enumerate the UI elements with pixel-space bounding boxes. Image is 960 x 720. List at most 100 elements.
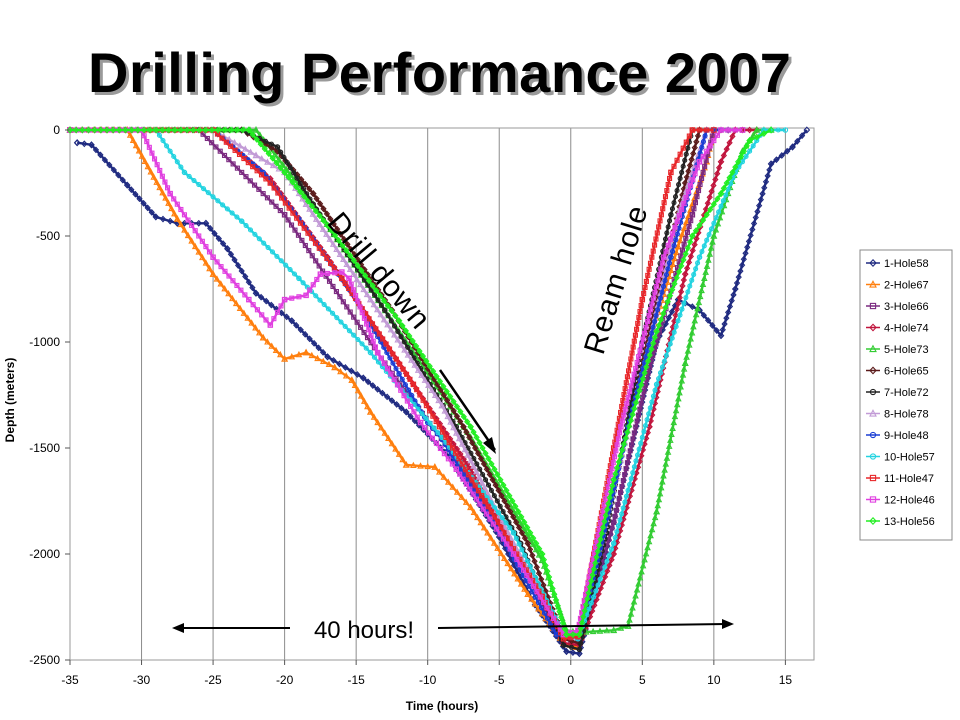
data-point <box>181 169 188 176</box>
data-point-marker <box>222 268 228 274</box>
data-point-marker <box>676 294 683 302</box>
series-line <box>70 128 714 640</box>
data-point-marker <box>247 178 253 184</box>
data-point <box>66 126 74 134</box>
data-point-marker <box>709 322 716 329</box>
data-point-marker <box>593 588 599 594</box>
legend-item-4-Hole74: 4-Hole74 <box>866 323 929 335</box>
data-point <box>210 254 216 260</box>
data-point-marker <box>358 267 365 275</box>
data-point-marker <box>384 350 390 356</box>
legend-label: 11-Hole47 <box>884 473 934 485</box>
data-point <box>731 285 739 293</box>
data-point-marker <box>665 314 673 322</box>
data-point-marker <box>603 506 611 513</box>
data-point <box>661 254 667 260</box>
data-point-marker <box>479 444 486 452</box>
data-point-marker <box>474 513 481 521</box>
data-point-marker <box>660 206 666 212</box>
series-layer <box>66 126 811 658</box>
data-point-marker <box>650 339 657 347</box>
data-point-marker <box>668 430 675 437</box>
data-point-marker <box>653 313 659 319</box>
data-point-marker <box>507 525 513 531</box>
data-point-marker <box>263 176 269 182</box>
data-point-marker <box>263 297 270 305</box>
data-point-marker <box>302 242 308 249</box>
data-point-marker <box>73 126 80 134</box>
data-point-marker <box>634 418 640 424</box>
data-point-marker <box>435 396 442 404</box>
data-point-marker <box>720 198 726 204</box>
data-point-marker <box>174 201 180 207</box>
legend-label: 9-Hole48 <box>884 430 929 442</box>
data-point-marker <box>535 599 541 605</box>
data-point-marker <box>646 266 652 272</box>
data-point-marker <box>485 503 491 509</box>
data-point-marker <box>417 392 423 398</box>
data-point-marker <box>766 166 773 174</box>
data-point-marker <box>688 218 694 224</box>
data-point-marker <box>390 360 396 366</box>
data-point-marker <box>644 348 650 354</box>
series-11-Hole47 <box>67 127 717 642</box>
data-point-marker <box>670 230 676 236</box>
data-point-marker <box>265 245 271 251</box>
x-tick-label: -25 <box>204 673 222 687</box>
data-point-marker <box>688 329 696 336</box>
data-point-marker <box>347 245 355 253</box>
data-point-marker <box>245 160 251 166</box>
data-point-marker <box>453 488 461 495</box>
data-point <box>767 126 775 134</box>
data-point-marker <box>511 570 518 577</box>
data-point-marker <box>681 241 687 247</box>
data-point-marker <box>466 433 473 441</box>
data-point-marker <box>678 377 686 384</box>
data-point <box>668 254 674 260</box>
data-point-marker <box>500 536 506 542</box>
data-point-marker <box>636 354 642 360</box>
data-point-marker <box>425 381 432 388</box>
data-point <box>576 630 583 639</box>
data-point-marker <box>388 371 394 377</box>
data-point-marker <box>287 267 293 273</box>
data-point-marker <box>503 486 510 494</box>
data-point-marker <box>239 126 246 134</box>
data-point <box>746 136 753 145</box>
data-point-marker <box>678 230 686 238</box>
data-point <box>618 424 624 430</box>
data-point-marker <box>435 430 441 436</box>
data-point <box>538 550 546 558</box>
data-point-marker <box>619 403 625 409</box>
data-point-marker <box>392 312 399 320</box>
data-point-marker <box>682 218 690 225</box>
data-point-marker <box>703 211 710 219</box>
data-point-marker <box>470 462 477 469</box>
data-point-marker <box>340 299 346 305</box>
data-point-marker <box>416 347 423 355</box>
data-point <box>396 371 402 377</box>
data-point-marker <box>594 547 601 555</box>
data-point-marker <box>676 389 683 396</box>
data-point-marker <box>348 367 355 375</box>
data-point-marker <box>778 152 785 159</box>
data-point-marker <box>633 458 639 464</box>
data-point <box>324 221 331 230</box>
data-point-marker <box>292 227 298 233</box>
data-point-marker <box>101 156 109 164</box>
data-point-marker <box>433 418 439 425</box>
data-point-marker <box>309 210 317 217</box>
data-point-marker <box>380 316 388 323</box>
data-point-marker <box>214 126 222 134</box>
data-point-marker <box>153 126 160 134</box>
data-point-marker <box>344 304 350 310</box>
data-point-marker <box>636 574 644 581</box>
y-tick-label: -1000 <box>29 335 60 349</box>
data-point-marker <box>141 157 149 164</box>
data-point <box>789 143 796 151</box>
data-point-marker <box>337 294 343 300</box>
data-point-marker <box>686 223 692 230</box>
data-point-marker <box>285 217 291 223</box>
data-point-marker <box>714 170 721 178</box>
data-point-marker <box>635 320 641 326</box>
